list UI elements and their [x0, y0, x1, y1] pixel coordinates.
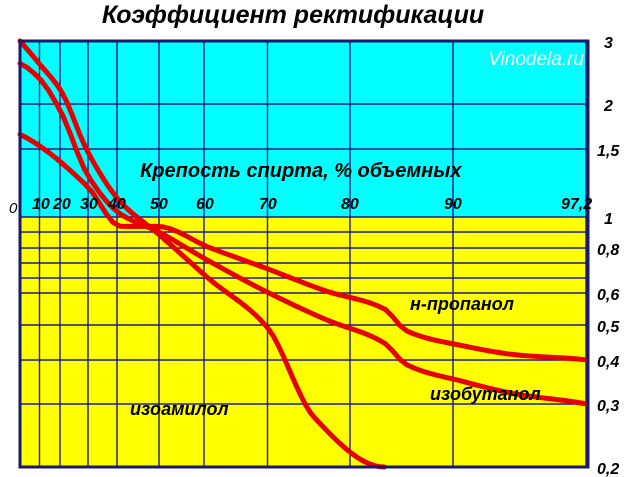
- svg-text:80: 80: [341, 196, 359, 213]
- svg-text:0,3: 0,3: [597, 398, 619, 415]
- svg-text:1: 1: [604, 211, 613, 228]
- svg-text:0,6: 0,6: [597, 287, 619, 304]
- svg-text:60: 60: [196, 196, 214, 213]
- svg-text:0,8: 0,8: [597, 242, 619, 259]
- svg-text:10: 10: [32, 196, 50, 213]
- svg-text:40: 40: [107, 196, 126, 213]
- svg-text:1,5: 1,5: [597, 143, 620, 160]
- svg-text:н-пропанол: н-пропанол: [410, 294, 514, 314]
- svg-text:изоамилол: изоамилол: [130, 399, 229, 419]
- svg-text:0,5: 0,5: [597, 319, 620, 336]
- svg-text:изобутанол: изобутанол: [430, 384, 541, 404]
- svg-text:2: 2: [603, 98, 613, 115]
- svg-text:30: 30: [80, 196, 98, 213]
- svg-text:97,2: 97,2: [561, 196, 592, 213]
- svg-text:Крепость спирта, % объемных: Крепость спирта, % объемных: [140, 160, 462, 182]
- svg-text:3: 3: [604, 35, 613, 52]
- svg-text:0,2: 0,2: [597, 461, 619, 477]
- svg-text:Vinodela.ru: Vinodela.ru: [488, 49, 584, 70]
- svg-text:50: 50: [150, 196, 168, 213]
- svg-text:0,4: 0,4: [597, 354, 619, 371]
- svg-text:70: 70: [259, 196, 277, 213]
- svg-text:0: 0: [9, 200, 18, 217]
- svg-text:90: 90: [444, 196, 462, 213]
- svg-text:20: 20: [52, 196, 71, 213]
